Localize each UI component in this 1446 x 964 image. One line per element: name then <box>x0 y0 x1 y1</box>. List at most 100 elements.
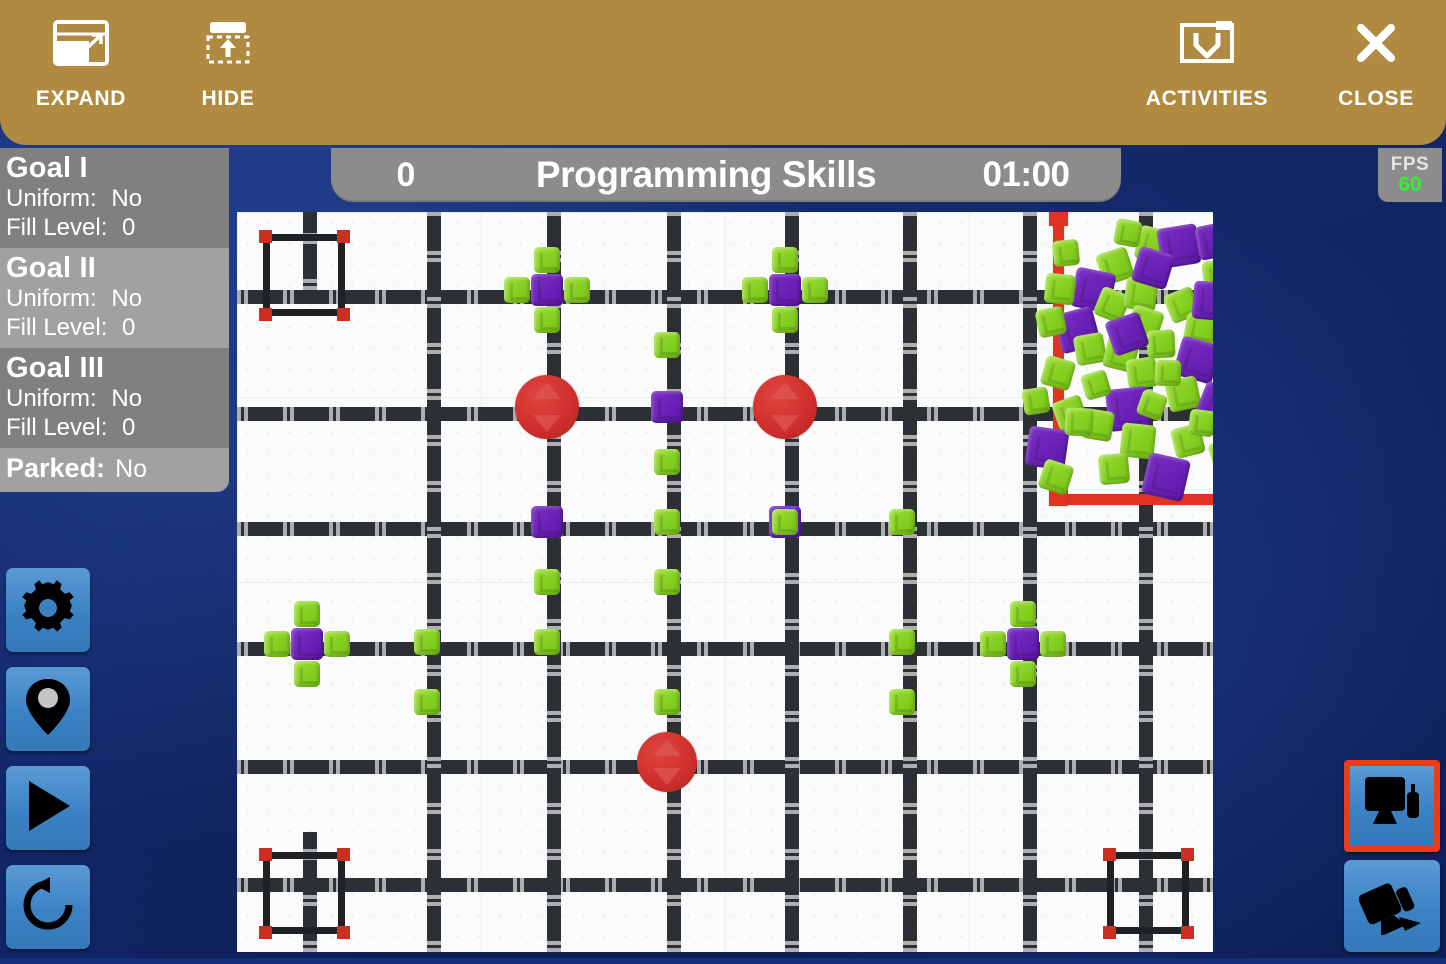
cube-notch <box>894 634 913 653</box>
ball-facet-top <box>653 738 681 756</box>
cube-notch <box>1050 279 1073 302</box>
activities-button-label: ACTIVITIES <box>1145 87 1269 110</box>
cube-notch <box>659 574 678 593</box>
field-cube-green-pile-27 <box>1097 452 1131 486</box>
goal-square-corner-2 <box>259 926 272 939</box>
field-cube-green-single-4 <box>889 629 915 655</box>
field-beam-horizontal-3 <box>237 642 1213 656</box>
cube-notch <box>894 694 913 713</box>
fps-indicator: FPS 60 <box>1378 148 1442 202</box>
field-cube-green <box>534 307 560 333</box>
field-cube-green-pile-8 <box>1043 272 1077 306</box>
field-cube-green <box>324 631 350 657</box>
goal-card-1: Goal I Uniform: No Fill Level: 0 <box>0 148 229 248</box>
hide-button-label: HIDE <box>201 87 255 110</box>
goal-square-edge-top <box>263 234 345 241</box>
cube-notch <box>807 282 826 301</box>
settings-button[interactable] <box>6 568 90 652</box>
fps-label: FPS <box>1390 154 1430 175</box>
cube-notch <box>1104 459 1127 482</box>
cube-notch <box>538 281 559 302</box>
cube-notch <box>539 574 558 593</box>
field-cube-purple <box>1007 628 1039 660</box>
ball-facet-top <box>771 382 799 400</box>
goal-title: Goal II <box>6 252 97 284</box>
ball-facet-top <box>533 382 561 400</box>
goal-fill-row: Fill Level: 0 <box>6 213 229 242</box>
follow-camera-icon <box>1358 873 1425 940</box>
position-button[interactable] <box>6 667 90 751</box>
cube-notch <box>299 606 318 625</box>
goal-square-edge-bottom <box>263 309 345 316</box>
goal-square-corner-1 <box>1181 848 1194 861</box>
goal-square-edge-right <box>1182 852 1189 934</box>
field-cube-green <box>534 247 560 273</box>
goal-title: Goal I <box>6 152 88 184</box>
close-button[interactable]: CLOSE <box>1310 12 1442 130</box>
cube-notch <box>1057 244 1078 264</box>
ball-facet-bottom <box>771 414 799 432</box>
fps-value: 60 <box>1398 173 1422 196</box>
goal-card-2: Goal II Uniform: No Fill Level: 0 <box>0 248 229 348</box>
activities-button[interactable]: ACTIVITIES <box>1128 12 1286 130</box>
goal-uniform-value: No <box>111 385 143 412</box>
cube-notch <box>1086 375 1109 397</box>
cube-notch <box>1045 636 1064 655</box>
tool-rail <box>6 568 90 964</box>
goal-fill-label: Fill Level: <box>6 314 108 341</box>
simulation-field[interactable] <box>237 212 1213 952</box>
cube-notch <box>1193 414 1213 435</box>
field-ball-red-0 <box>515 375 579 439</box>
reset-button[interactable] <box>6 865 90 949</box>
field-cube-green-pile-14 <box>1125 356 1159 390</box>
score-value: 0 <box>396 155 416 194</box>
field-cube-green-single-10 <box>772 509 798 535</box>
cube-notch <box>1130 283 1155 308</box>
overhead-camera-button[interactable] <box>1344 760 1440 852</box>
field-cube-green <box>264 631 290 657</box>
cube-notch <box>659 694 678 713</box>
goal-square-edge-bottom <box>1107 927 1189 934</box>
top-toolbar: EXPAND HIDE ACTIVITIES <box>0 0 1446 145</box>
field-cube-green-single-12 <box>654 509 680 535</box>
cube-notch <box>1132 363 1155 386</box>
gear-icon <box>19 579 77 642</box>
cube-notch <box>1202 229 1213 256</box>
field-cube-green-single-5 <box>889 689 915 715</box>
field-beam-vertical-edge-1 <box>303 832 317 952</box>
play-icon <box>22 778 74 839</box>
goal-square-edge-left <box>263 234 270 316</box>
overhead-camera-icon <box>1361 774 1423 839</box>
goal-square-corner-0 <box>259 848 272 861</box>
goal-square-edge-left <box>263 852 270 934</box>
hide-button[interactable]: HIDE <box>165 12 291 130</box>
parked-label: Parked: <box>6 453 106 483</box>
goal-uniform-value: No <box>111 285 143 312</box>
reset-rotate-icon <box>20 876 76 938</box>
goal-uniform-label: Uniform: <box>6 285 97 312</box>
goal-uniform-label: Uniform: <box>6 185 97 212</box>
cube-notch <box>1119 224 1140 245</box>
expand-window-icon <box>52 12 110 74</box>
field-beam-vertical-5 <box>1023 212 1037 952</box>
field-beam-horizontal-1 <box>237 407 1213 421</box>
cube-notch <box>659 454 678 473</box>
cube-notch <box>658 398 679 419</box>
ball-facet-bottom <box>653 768 681 786</box>
field-cube-purple-pile-32 <box>1191 280 1213 322</box>
expand-button[interactable]: EXPAND <box>16 12 146 130</box>
field-cube-green-pile-31 <box>1146 329 1176 359</box>
follow-camera-button[interactable] <box>1344 860 1440 952</box>
field-cube-green-pile-34 <box>1112 217 1144 249</box>
cube-notch <box>747 282 766 301</box>
field-beam-horizontal-2 <box>237 522 1213 536</box>
cube-notch <box>1046 362 1072 388</box>
field-cube-green <box>772 247 798 273</box>
cube-notch <box>1080 338 1104 362</box>
cube-notch <box>539 252 558 271</box>
run-button[interactable] <box>6 766 90 850</box>
cube-notch <box>894 514 913 533</box>
goal-card-3: Goal III Uniform: No Fill Level: 0 <box>0 348 229 448</box>
goal-square-top-left <box>259 230 350 321</box>
field-cube-green <box>802 277 828 303</box>
